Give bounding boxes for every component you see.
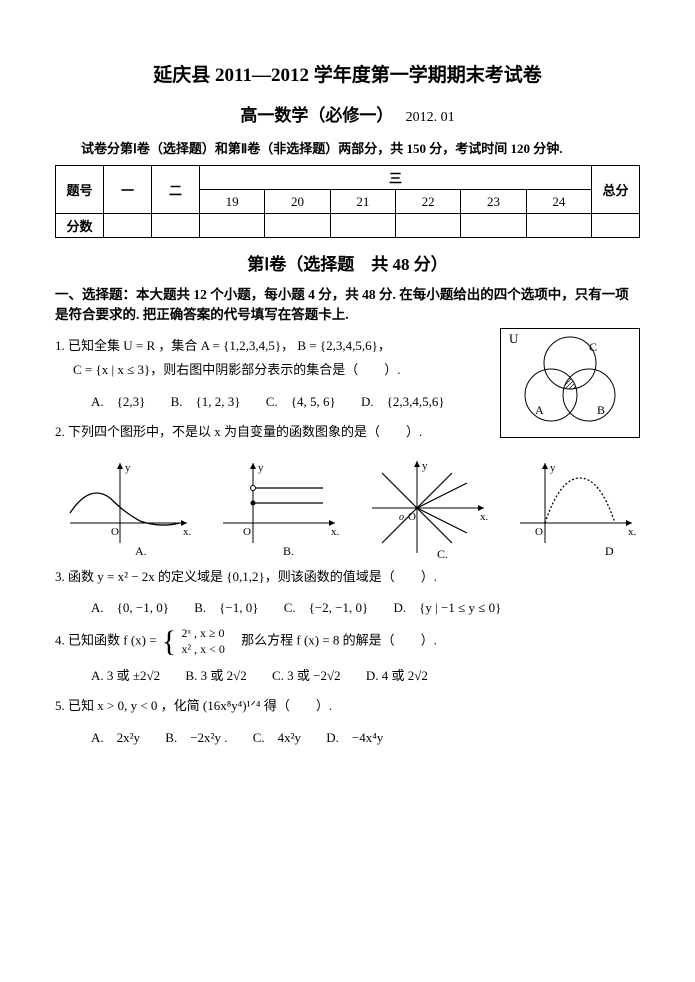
svg-text:B.: B. — [283, 544, 294, 558]
svg-text:A.: A. — [135, 544, 147, 558]
graph-c: y o O x. C. — [362, 453, 492, 563]
venn-diagram: U C A B — [500, 328, 640, 438]
svg-text:x.: x. — [183, 526, 192, 538]
q5-opt-d: D. −4x⁴y — [326, 727, 383, 746]
svg-text:x.: x. — [480, 511, 489, 523]
svg-text:O: O — [408, 511, 416, 523]
question-5: 5. 已知 x > 0, y < 0 ，化简 (16x⁸y⁴)¹ᐟ⁴ 得（ ）. — [55, 694, 640, 719]
cell-22: 22 — [395, 190, 460, 214]
th-total: 总分 — [592, 166, 640, 214]
svg-text:O: O — [111, 526, 119, 538]
q4-case2: x² , x < 0 — [181, 642, 224, 658]
q3-opt-d: D. {y | −1 ≤ y ≤ 0} — [394, 597, 502, 616]
q3-options: A. {0, −1, 0} B. {−1, 0} C. {−2, −1, 0} … — [55, 597, 640, 616]
blank-cell — [104, 214, 152, 238]
section-title: 第Ⅰ卷（选择题 共 48 分） — [55, 250, 640, 275]
exam-instruction: 试卷分第Ⅰ卷（选择题）和第Ⅱ卷（非选择题）两部分，共 150 分，考试时间 12… — [55, 138, 640, 157]
cell-24: 24 — [526, 190, 591, 214]
venn-label-a: A — [535, 403, 544, 417]
venn-label-u: U — [509, 331, 519, 346]
question-3: 3. 函数 y = x² − 2x 的定义域是 {0,1,2}，则该函数的值域是… — [55, 565, 640, 590]
q5-opt-a: A. 2x²y — [91, 727, 140, 746]
q4-opt-c: C. 3 或 −2√2 — [272, 665, 341, 684]
venn-label-b: B — [597, 403, 605, 417]
q5-opt-c: C. 4x²y — [253, 727, 301, 746]
svg-text:x.: x. — [628, 526, 637, 538]
q4-opt-a: A. 3 或 ±2√2 — [91, 665, 160, 684]
exam-date: 2012. 01 — [406, 110, 455, 125]
th-one: 一 — [104, 166, 152, 214]
score-table: 题号 一 二 三 总分 19 20 21 22 23 24 分数 — [55, 165, 640, 238]
q1-line2: C = {x | x ≤ 3}，则右图中阴影部分表示的集合是（ ）. — [55, 358, 490, 383]
q1-opt-d: D. {2,3,4,5,6} — [361, 391, 445, 410]
venn-label-c: C — [589, 340, 597, 354]
q3-opt-c: C. {−2, −1, 0} — [284, 597, 369, 616]
section-intro: 一、选择题：本大题共 12 个小题，每小题 4 分，共 48 分. 在每小题给出… — [55, 285, 640, 326]
question-4: 4. 已知函数 f (x) = { 2ˣ , x ≥ 0 x² , x < 0 … — [55, 626, 640, 657]
blank-cell — [526, 214, 591, 238]
svg-text:C.: C. — [437, 547, 448, 561]
q1-line1: 1. 已知全集 U = R ，集合 A = {1,2,3,4,5}， B = {… — [55, 334, 490, 359]
page-title: 延庆县 2011—2012 学年度第一学期期末考试卷 — [55, 60, 640, 87]
svg-text:y: y — [125, 462, 131, 474]
q4-suffix: 那么方程 f (x) = 8 的解是（ ）. — [228, 633, 437, 648]
brace-icon: { — [162, 627, 176, 657]
q5-opt-b: B. −2x²y . — [165, 727, 227, 746]
q2-graphs: y O x. A. y O x. B. — [65, 453, 640, 563]
blank-cell — [592, 214, 640, 238]
svg-text:D: D — [605, 544, 614, 558]
blank-cell — [265, 214, 330, 238]
cell-19: 19 — [200, 190, 265, 214]
svg-text:o: o — [399, 512, 404, 523]
svg-text:y: y — [258, 462, 264, 474]
th-score: 分数 — [56, 214, 104, 238]
q4-case1: 2ˣ , x ≥ 0 — [181, 626, 224, 642]
svg-text:O: O — [243, 526, 251, 538]
q1-opt-a: A. {2,3} — [91, 391, 145, 410]
q1-opt-b: B. {1, 2, 3} — [171, 391, 241, 410]
cell-21: 21 — [330, 190, 395, 214]
q4-opt-b: B. 3 或 2√2 — [185, 665, 246, 684]
svg-text:x.: x. — [331, 526, 340, 538]
q3-opt-b: B. {−1, 0} — [194, 597, 258, 616]
th-two: 二 — [152, 166, 200, 214]
graph-d: y O x. D — [510, 453, 640, 563]
graph-a: y O x. A. — [65, 453, 195, 563]
page-subtitle: 高一数学（必修一） 2012. 01 — [55, 101, 640, 126]
blank-cell — [461, 214, 526, 238]
q4-prefix: 4. 已知函数 f (x) = — [55, 633, 160, 648]
svg-text:O: O — [535, 526, 543, 538]
cell-23: 23 — [461, 190, 526, 214]
th-three: 三 — [200, 166, 592, 190]
th-number: 题号 — [56, 166, 104, 214]
q4-options: A. 3 或 ±2√2 B. 3 或 2√2 C. 3 或 −2√2 D. 4 … — [55, 665, 640, 684]
graph-b: y O x. B. — [213, 453, 343, 563]
subtitle-text: 高一数学（必修一） — [240, 106, 393, 125]
blank-cell — [200, 214, 265, 238]
blank-cell — [330, 214, 395, 238]
svg-text:y: y — [550, 462, 556, 474]
blank-cell — [395, 214, 460, 238]
q1-opt-c: C. {4, 5, 6} — [266, 391, 336, 410]
blank-cell — [152, 214, 200, 238]
svg-text:y: y — [422, 460, 428, 472]
q5-options: A. 2x²y B. −2x²y . C. 4x²y D. −4x⁴y — [55, 727, 640, 746]
q3-opt-a: A. {0, −1, 0} — [91, 597, 169, 616]
cell-20: 20 — [265, 190, 330, 214]
q4-opt-d: D. 4 或 2√2 — [366, 665, 428, 684]
